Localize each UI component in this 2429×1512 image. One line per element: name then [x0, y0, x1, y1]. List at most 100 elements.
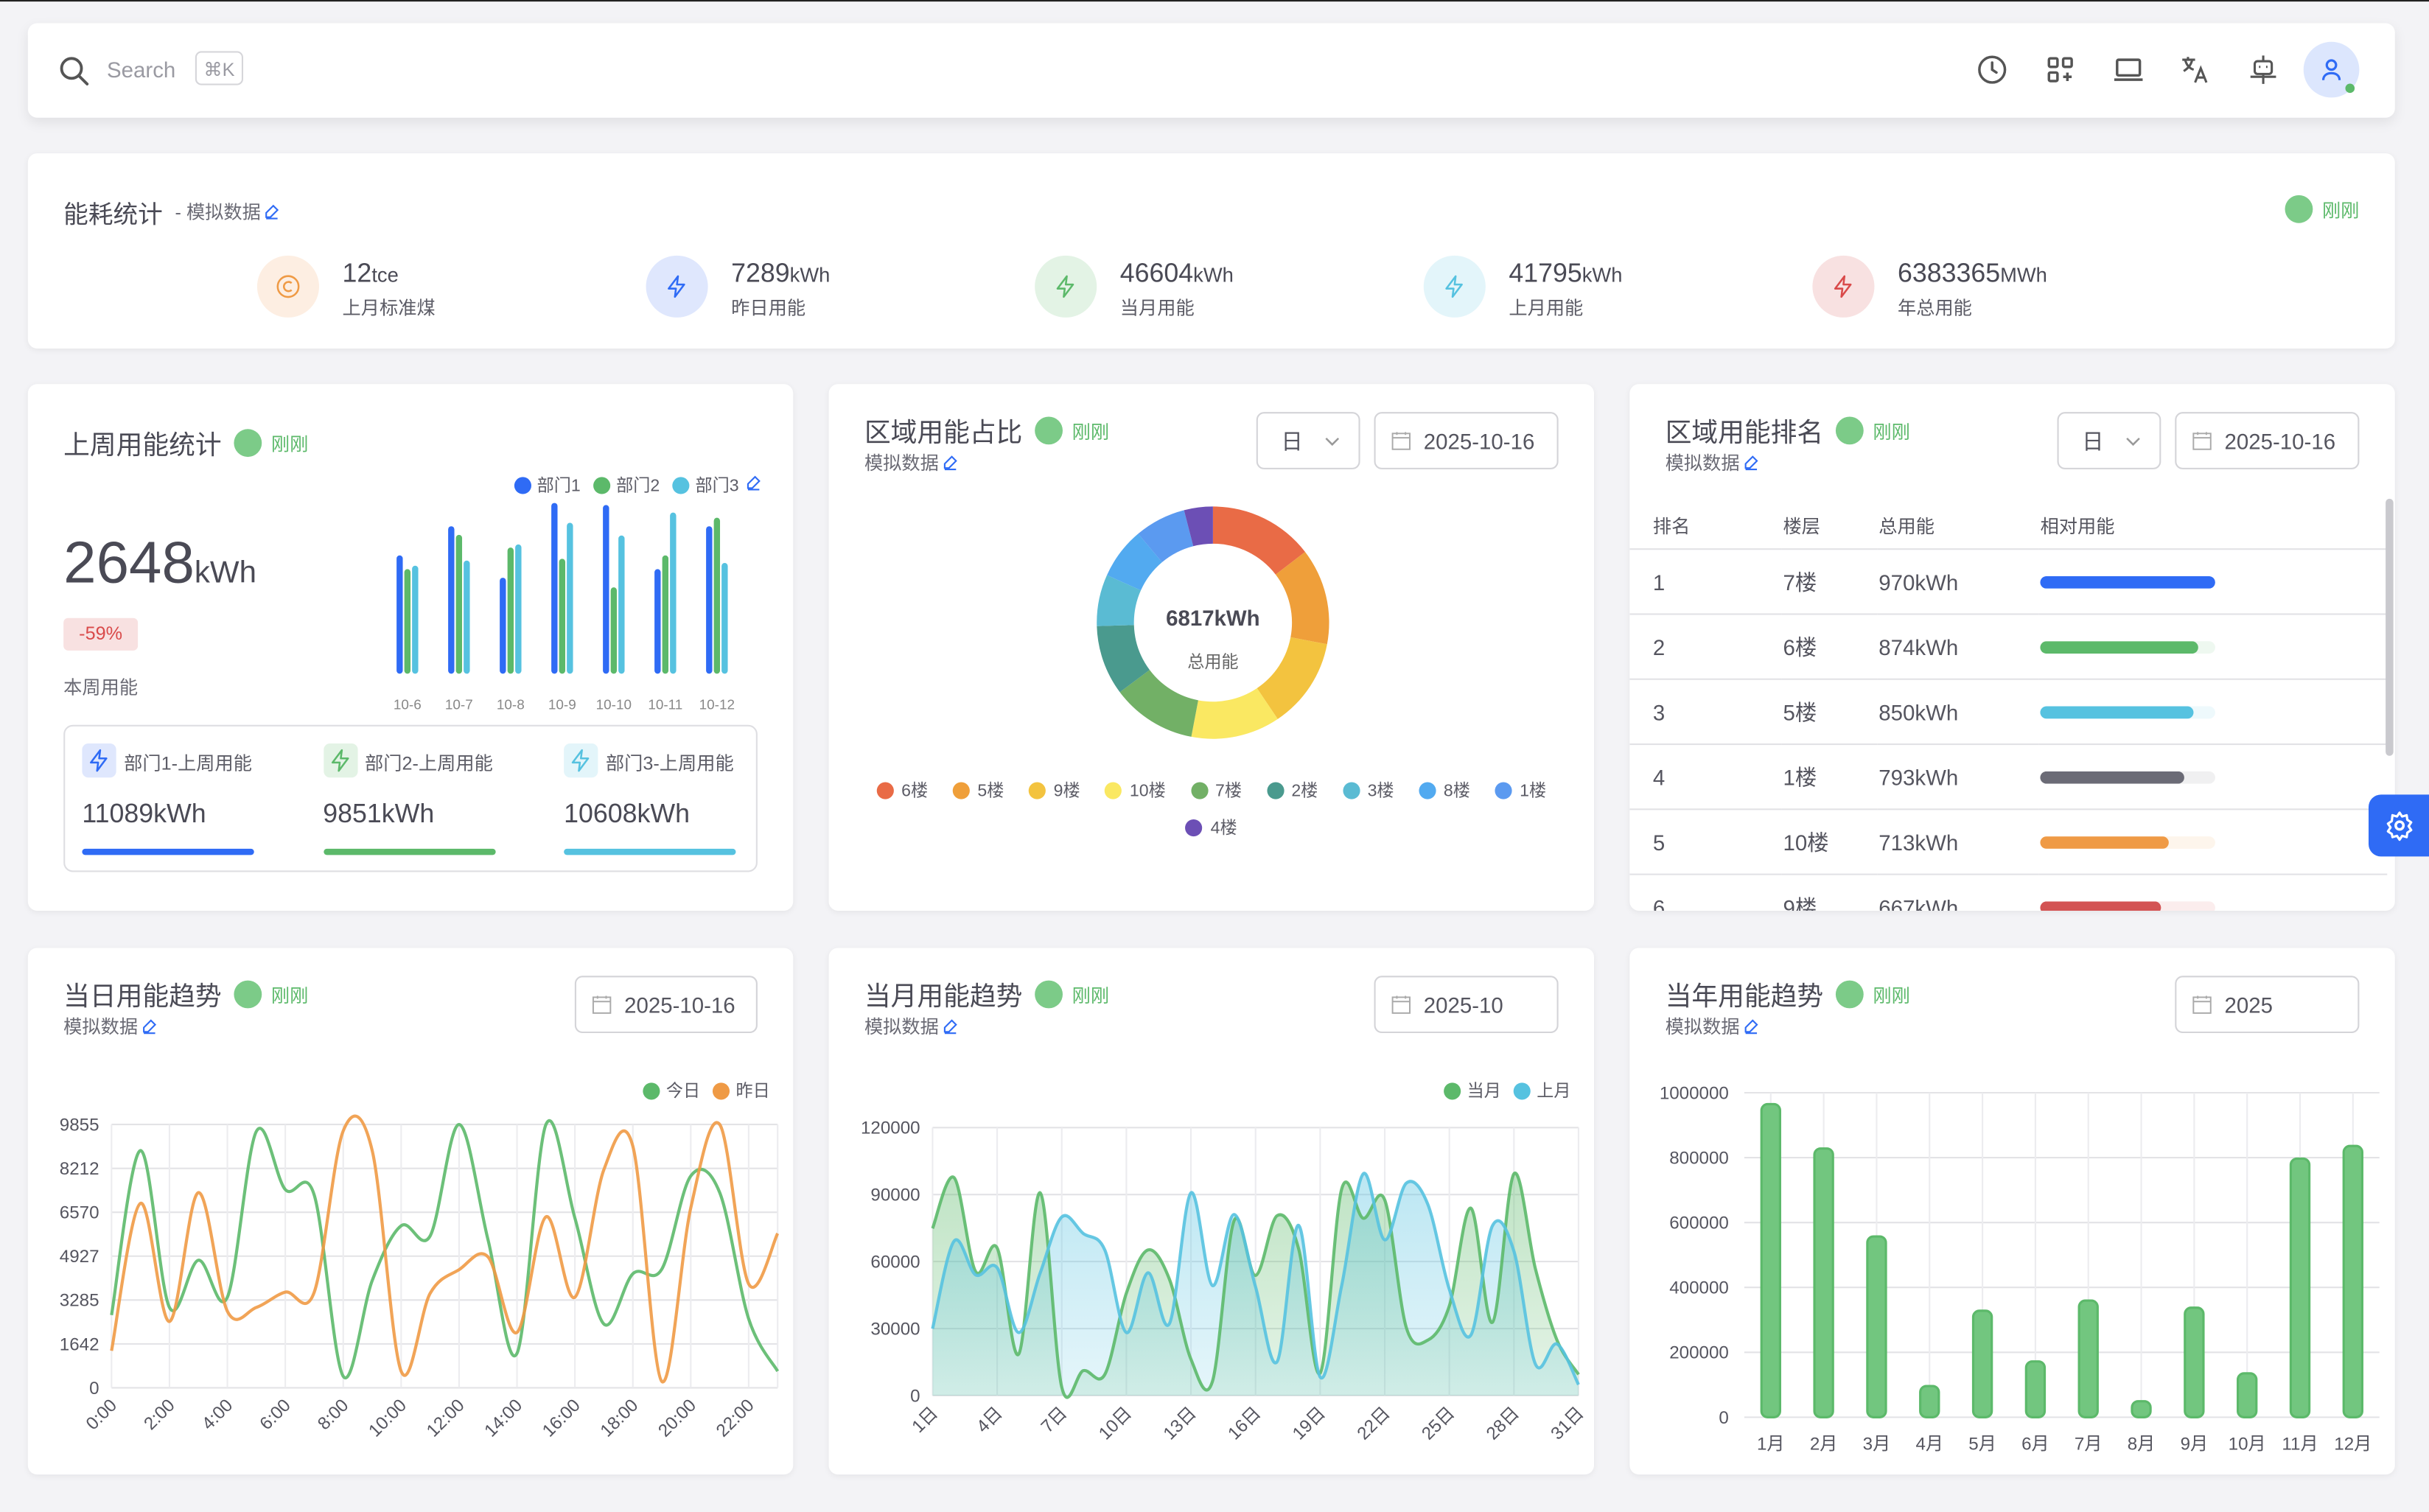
weekly-bar: [559, 559, 566, 674]
legend-item[interactable]: 9楼: [1029, 777, 1080, 802]
yearly-bar[interactable]: [2077, 1299, 2099, 1418]
area-ranking-card: 区域用能排名 刚刚 模拟数据 日 2025-10-16 排名 楼层 总用能 相对用能 …: [1629, 384, 2395, 911]
table-row[interactable]: 4 1楼 793kWh: [1629, 744, 2388, 811]
legend-item[interactable]: 3楼: [1342, 777, 1394, 802]
legend-item[interactable]: 2楼: [1266, 777, 1318, 802]
yearly-bar[interactable]: [2024, 1360, 2047, 1418]
yearly-bar[interactable]: [1971, 1309, 1993, 1418]
legend-item[interactable]: 当月: [1444, 1078, 1501, 1103]
yearly-bar[interactable]: [2342, 1144, 2364, 1418]
status-dot: [1835, 416, 1864, 445]
donut-slice[interactable]: [1212, 506, 1305, 575]
stat-label: 年总用能: [1897, 297, 1972, 320]
y-tick-label: 30000: [870, 1319, 920, 1339]
y-tick-label: 800000: [1669, 1148, 1729, 1168]
date-picker[interactable]: 2025-10-16: [1374, 412, 1559, 469]
date-picker[interactable]: 2025-10-16: [574, 976, 758, 1034]
donut-slice[interactable]: [1275, 552, 1329, 645]
weekly-bar: [412, 565, 419, 674]
period-select[interactable]: 日: [1256, 412, 1360, 469]
user-avatar[interactable]: [2303, 41, 2360, 98]
search-icon[interactable]: [57, 55, 91, 88]
y-tick-label: 3285: [60, 1291, 99, 1311]
edit-icon[interactable]: [1743, 454, 1760, 471]
robot-icon[interactable]: [2246, 52, 2280, 86]
weekly-bar: [455, 534, 463, 674]
donut-slice[interactable]: [1097, 625, 1150, 693]
donut-slice[interactable]: [1138, 510, 1194, 562]
period-select[interactable]: 日: [2057, 412, 2161, 469]
settings-button[interactable]: [2369, 794, 2429, 857]
x-tick-label: 12:00: [423, 1396, 469, 1441]
clock-icon[interactable]: [1975, 52, 2009, 86]
edit-icon[interactable]: [264, 203, 281, 220]
edit-icon[interactable]: [141, 1018, 158, 1035]
legend-item[interactable]: 4楼: [1185, 815, 1237, 840]
x-tick-label: 4月: [1915, 1435, 1943, 1455]
yearly-bar[interactable]: [1760, 1102, 1781, 1418]
legend-item[interactable]: 5楼: [952, 777, 1004, 802]
apps-icon[interactable]: [2044, 52, 2077, 86]
yearly-bar[interactable]: [2131, 1400, 2152, 1418]
table-row[interactable]: 2 6楼 874kWh: [1629, 614, 2388, 680]
legend-swatch: [1444, 1082, 1461, 1099]
legend-item[interactable]: 7楼: [1190, 777, 1242, 802]
yearly-bar[interactable]: [1813, 1147, 1834, 1418]
legend-swatch: [1419, 781, 1436, 799]
table-row[interactable]: 3 5楼 850kWh: [1629, 679, 2388, 746]
legend-item[interactable]: 1楼: [1495, 777, 1546, 802]
legend-item[interactable]: 部门3: [672, 472, 739, 497]
legend-item[interactable]: 10楼: [1105, 777, 1166, 802]
x-tick-label: 18:00: [597, 1396, 643, 1441]
legend-item[interactable]: 昨日: [712, 1078, 770, 1103]
share-subtitle: 模拟数据: [864, 449, 959, 476]
month-picker[interactable]: 2025-10: [1374, 976, 1559, 1034]
table-row[interactable]: 6 9楼 667kWh: [1629, 874, 2388, 911]
monthly-chart-legend: 当月 上月: [1431, 1078, 1570, 1103]
yearly-bar[interactable]: [1919, 1385, 1940, 1418]
date-picker[interactable]: 2025-10-16: [2175, 412, 2360, 469]
legend-item[interactable]: 上月: [1513, 1078, 1570, 1103]
donut-slice[interactable]: [1119, 670, 1198, 737]
department-progress-bar: [323, 848, 495, 855]
series-line: [931, 1172, 1580, 1386]
translate-icon[interactable]: [2178, 52, 2212, 86]
ranking-scrollbar[interactable]: [2386, 498, 2394, 756]
window-top-border: [0, 0, 2429, 2]
donut-slice[interactable]: [1184, 506, 1213, 547]
yearly-bar[interactable]: [1866, 1235, 1887, 1418]
x-tick-label: 14:00: [480, 1396, 526, 1441]
search-input[interactable]: Search: [107, 57, 176, 83]
relative-bar-track: [2040, 640, 2216, 654]
table-row[interactable]: 5 10楼 713kWh: [1629, 809, 2388, 875]
edit-icon[interactable]: [942, 1018, 959, 1035]
floor-cell: 6楼: [1781, 614, 1878, 680]
donut-slice[interactable]: [1257, 637, 1327, 719]
legend-item[interactable]: 今日: [643, 1078, 700, 1103]
calendar-icon: [1391, 995, 1411, 1014]
x-tick-label: 2月: [1810, 1435, 1838, 1455]
donut-slice[interactable]: [1107, 533, 1162, 591]
legend-item[interactable]: 部门1: [514, 472, 581, 497]
relative-bar-fill: [2040, 640, 2198, 654]
yearly-bar[interactable]: [2236, 1372, 2258, 1418]
monitor-icon[interactable]: [2111, 52, 2145, 86]
yearly-bar[interactable]: [2184, 1306, 2205, 1418]
year-picker[interactable]: 2025: [2175, 976, 2360, 1034]
donut-slice[interactable]: [1097, 575, 1142, 626]
total-cell: 850kWh: [1877, 679, 2039, 746]
x-tick-label: 3月: [1863, 1435, 1891, 1455]
monthly-title: 当月用能趋势: [864, 981, 1023, 1012]
edit-icon[interactable]: [745, 474, 762, 495]
yearly-bar[interactable]: [2289, 1157, 2311, 1418]
legend-item[interactable]: 部门2: [593, 472, 660, 497]
edit-icon[interactable]: [942, 454, 959, 471]
ranking-title: 区域用能排名: [1665, 418, 1824, 448]
edit-icon[interactable]: [1743, 1018, 1760, 1035]
table-row[interactable]: 1 7楼 970kWh: [1629, 549, 2388, 615]
calendar-icon: [592, 995, 612, 1014]
legend-item[interactable]: 8楼: [1419, 777, 1470, 802]
y-tick-label: 0: [1719, 1408, 1728, 1428]
donut-slice[interactable]: [1191, 688, 1278, 739]
legend-item[interactable]: 6楼: [876, 777, 928, 802]
